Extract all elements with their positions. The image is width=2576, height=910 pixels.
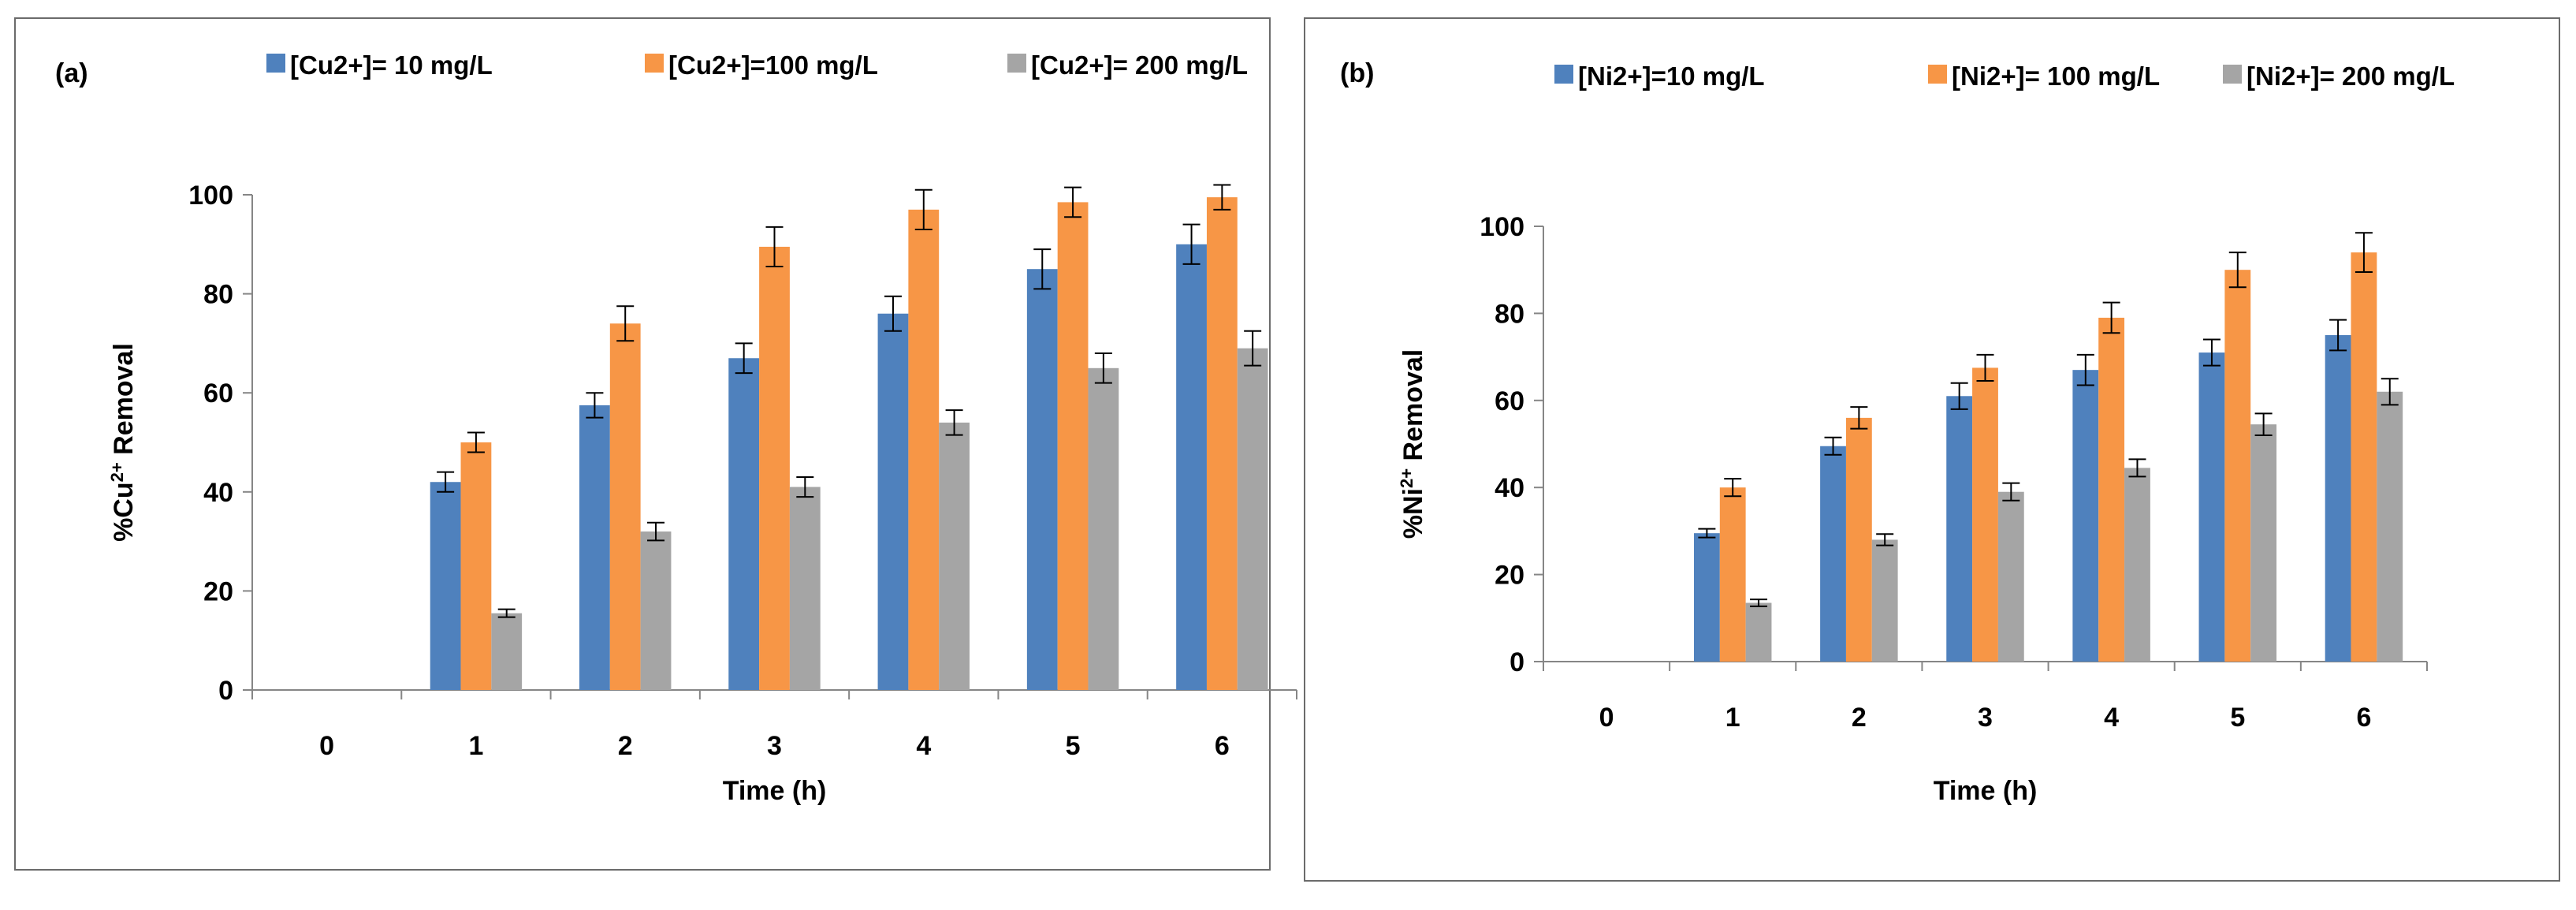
x-tick-label-b-4: 4 <box>2104 703 2119 733</box>
x-tick-label-a-5: 5 <box>1066 731 1081 761</box>
y-axis-label-superscript-a: 2+ <box>107 462 127 482</box>
bar-b-s3-c3 <box>1997 491 2024 662</box>
y-axis-label-a: %Cu2+ Removal <box>107 343 139 542</box>
x-axis-label-a: Time (h) <box>723 776 827 806</box>
y-tick-label-a-1: 20 <box>203 576 233 606</box>
y-tick-label-a-0: 0 <box>218 676 233 706</box>
x-tick-label-b-5: 5 <box>2230 703 2245 733</box>
legend-swatch-a-3 <box>1007 54 1026 73</box>
x-tick-label-a-0: 0 <box>319 731 334 761</box>
bar-b-s1-c1 <box>1693 533 1720 662</box>
y-tick-label-b-1: 20 <box>1495 561 1524 591</box>
x-tick-label-b-3: 3 <box>1978 703 1993 733</box>
bar-a-s3-c1 <box>491 613 523 690</box>
bar-b-s3-c4 <box>2124 468 2150 662</box>
y-axis-label-b: %Ni2+ Removal <box>1397 349 1428 539</box>
bar-a-s2-c2 <box>609 323 641 690</box>
bar-a-s3-c6 <box>1237 348 1268 690</box>
bar-a-s3-c5 <box>1088 367 1119 690</box>
legend-swatch-b-1 <box>1554 65 1573 84</box>
y-tick-label-a-3: 60 <box>203 379 233 408</box>
y-tick-label-a-4: 80 <box>203 280 233 310</box>
bar-b-s2-c3 <box>1972 367 1998 662</box>
bar-b-s1-c4 <box>2072 370 2099 662</box>
bar-b-s2-c4 <box>2098 317 2125 662</box>
x-tick-label-a-6: 6 <box>1215 731 1230 761</box>
x-tick-label-a-1: 1 <box>468 731 483 761</box>
y-axis-label-suffix-a: Removal <box>109 343 139 462</box>
bar-a-s1-c4 <box>877 313 909 690</box>
bar-a-s1-c3 <box>728 358 760 690</box>
y-axis-label-main-a: %Cu <box>109 482 139 542</box>
y-tick-label-a-5: 100 <box>188 181 233 211</box>
bar-a-s1-c1 <box>430 482 461 690</box>
legend-label-b-2: [Ni2+]= 100 mg/L <box>1952 62 2160 91</box>
x-tick-label-b-2: 2 <box>1852 703 1867 733</box>
y-tick-label-a-2: 40 <box>203 478 233 508</box>
bar-b-s2-c2 <box>1845 417 1872 662</box>
x-axis-label-b: Time (h) <box>1934 776 2038 806</box>
bar-b-s1-c5 <box>2198 352 2225 662</box>
y-axis-label-suffix-b: Removal <box>1398 349 1428 468</box>
y-axis-label-superscript-b: 2+ <box>1397 468 1416 488</box>
bar-b-s2-c1 <box>1719 487 1746 662</box>
legend-label-a-2: [Cu2+]=100 mg/L <box>668 50 878 80</box>
bar-b-s2-c6 <box>2351 252 2377 662</box>
bar-a-s3-c4 <box>939 422 970 690</box>
x-tick-label-a-3: 3 <box>767 731 782 761</box>
y-tick-label-b-3: 60 <box>1495 386 1524 416</box>
x-tick-label-a-4: 4 <box>916 731 931 761</box>
x-tick-label-a-2: 2 <box>618 731 633 761</box>
y-tick-label-b-2: 40 <box>1495 473 1524 503</box>
bar-a-s2-c1 <box>460 442 492 690</box>
x-tick-label-b-1: 1 <box>1725 703 1740 733</box>
chart-b-svg: (b) [Ni2+]=10 mg/L [Ni2+]= 100 mg/L [Ni2+]=… <box>1340 58 2455 806</box>
panel-label-a: (a) <box>55 58 88 88</box>
legend-swatch-a-1 <box>266 54 285 73</box>
y-tick-label-b-0: 0 <box>1509 647 1524 677</box>
bar-b-s3-c2 <box>1871 539 1898 662</box>
x-tick-label-b-6: 6 <box>2356 703 2371 733</box>
legend-label-b-3: [Ni2+]= 200 mg/L <box>2247 62 2455 91</box>
bar-b-s1-c2 <box>1820 446 1846 662</box>
bar-b-s1-c3 <box>1946 396 1973 662</box>
chart-panel-a: (a) [Cu2+]= 10 mg/L [Cu2+]=100 mg/L [Cu2+]=… <box>14 17 1297 871</box>
y-tick-label-b-5: 100 <box>1480 212 1524 242</box>
x-tick-label-b-0: 0 <box>1599 703 1614 733</box>
bar-a-s3-c2 <box>640 531 672 690</box>
legend-swatch-b-2 <box>1928 65 1947 84</box>
panel-label-b: (b) <box>1340 58 1374 88</box>
bar-a-s2-c4 <box>908 209 940 691</box>
bar-a-s1-c5 <box>1026 269 1058 690</box>
legend-swatch-a-2 <box>645 54 664 73</box>
bar-a-s2-c5 <box>1057 202 1089 690</box>
bar-a-s2-c3 <box>759 246 790 690</box>
bar-b-s3-c5 <box>2250 424 2277 662</box>
legend-swatch-b-3 <box>2223 65 2242 84</box>
legend-label-b-1: [Ni2+]=10 mg/L <box>1578 62 1765 91</box>
bar-b-s3-c6 <box>2377 391 2403 662</box>
legend-label-a-1: [Cu2+]= 10 mg/L <box>290 50 493 80</box>
bar-b-s1-c6 <box>2325 335 2351 662</box>
bar-a-s2-c6 <box>1206 197 1238 690</box>
bar-b-s3-c1 <box>1745 602 1772 662</box>
legend-label-a-3: [Cu2+]= 200 mg/L <box>1031 50 1248 80</box>
y-axis-label-main-b: %Ni <box>1398 488 1428 539</box>
y-tick-label-b-4: 80 <box>1495 299 1524 329</box>
chart-panel-b: (b) [Ni2+]=10 mg/L [Ni2+]= 100 mg/L [Ni2+]=… <box>1304 17 2560 882</box>
bar-a-s3-c3 <box>789 487 821 690</box>
bar-a-s1-c2 <box>579 405 610 690</box>
bar-a-s1-c6 <box>1176 244 1207 690</box>
bar-b-s2-c5 <box>2224 270 2251 662</box>
chart-a-svg: (a) [Cu2+]= 10 mg/L [Cu2+]=100 mg/L [Cu2+]=… <box>55 50 1297 806</box>
